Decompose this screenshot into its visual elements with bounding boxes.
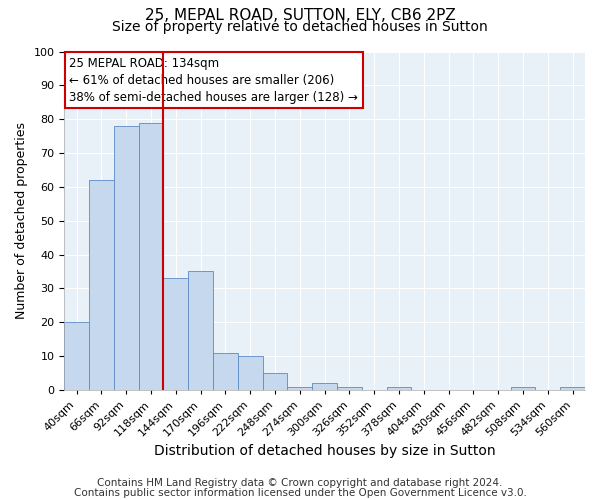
Text: Contains HM Land Registry data © Crown copyright and database right 2024.: Contains HM Land Registry data © Crown c… bbox=[97, 478, 503, 488]
X-axis label: Distribution of detached houses by size in Sutton: Distribution of detached houses by size … bbox=[154, 444, 496, 458]
Y-axis label: Number of detached properties: Number of detached properties bbox=[15, 122, 28, 319]
Text: Size of property relative to detached houses in Sutton: Size of property relative to detached ho… bbox=[112, 20, 488, 34]
Bar bbox=[213, 352, 238, 390]
Bar bbox=[312, 383, 337, 390]
Text: Contains public sector information licensed under the Open Government Licence v3: Contains public sector information licen… bbox=[74, 488, 526, 498]
Bar bbox=[560, 386, 585, 390]
Text: 25, MEPAL ROAD, SUTTON, ELY, CB6 2PZ: 25, MEPAL ROAD, SUTTON, ELY, CB6 2PZ bbox=[145, 8, 455, 22]
Bar bbox=[64, 322, 89, 390]
Bar bbox=[337, 386, 362, 390]
Bar bbox=[188, 272, 213, 390]
Bar bbox=[263, 373, 287, 390]
Bar bbox=[238, 356, 263, 390]
Bar bbox=[287, 386, 312, 390]
Bar bbox=[139, 122, 163, 390]
Bar bbox=[386, 386, 412, 390]
Bar bbox=[163, 278, 188, 390]
Bar bbox=[114, 126, 139, 390]
Text: 25 MEPAL ROAD: 134sqm
← 61% of detached houses are smaller (206)
38% of semi-det: 25 MEPAL ROAD: 134sqm ← 61% of detached … bbox=[70, 56, 358, 104]
Bar bbox=[89, 180, 114, 390]
Bar bbox=[511, 386, 535, 390]
